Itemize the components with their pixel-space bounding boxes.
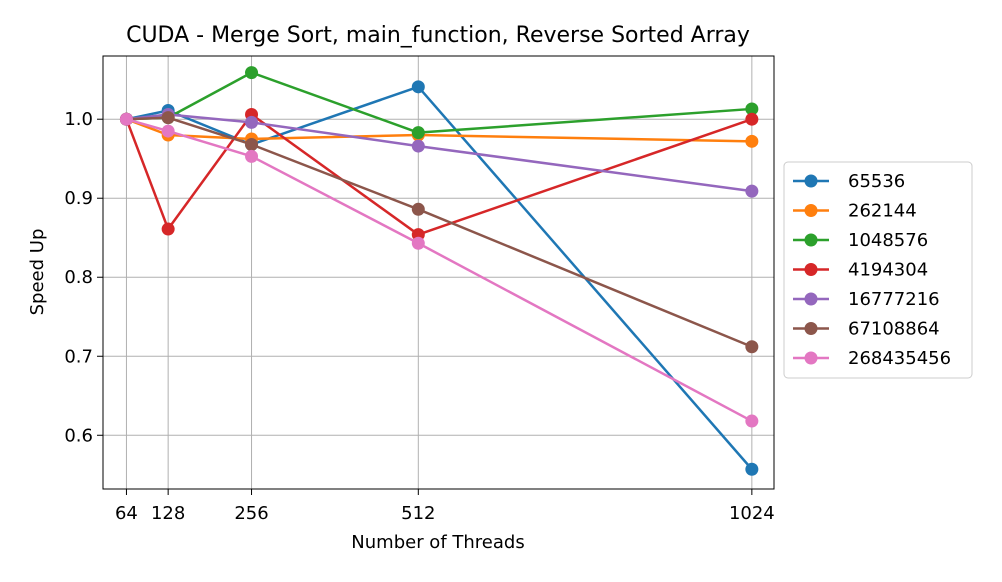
legend-marker [804, 233, 818, 247]
legend-marker [804, 292, 818, 306]
legend-entry: 4194304 [793, 260, 928, 281]
data-point [745, 414, 759, 428]
x-tick-label: 1024 [729, 503, 775, 524]
data-point [245, 66, 259, 80]
series-lines [119, 66, 759, 476]
legend-marker [804, 263, 818, 276]
data-point [119, 112, 133, 126]
data-point [245, 137, 259, 151]
legend-entry: 262144 [793, 201, 917, 222]
plot-area-frame [102, 55, 775, 490]
y-tick-label: 0.6 [64, 425, 93, 446]
series-line [126, 118, 753, 423]
data-point [411, 139, 425, 153]
legend-label: 262144 [848, 201, 917, 222]
data-point [745, 462, 759, 476]
x-axis-label: Number of Threads [351, 532, 524, 553]
y-tick-label: 0.8 [64, 267, 93, 288]
legend-entry: 16777216 [793, 289, 940, 310]
x-tick-label: 256 [234, 503, 268, 524]
y-axis-label: Speed Up [27, 229, 48, 316]
data-point [745, 112, 759, 126]
legend-entry: 268435456 [793, 348, 951, 369]
series-1048576 [119, 66, 759, 140]
legend-entry: 65536 [793, 171, 905, 192]
legend-marker [804, 174, 818, 188]
x-tick-label: 128 [151, 503, 185, 524]
data-point [745, 184, 759, 198]
legend-marker [804, 351, 818, 365]
data-point [745, 134, 759, 148]
legend-label: 4194304 [848, 260, 928, 281]
y-axis-ticks: 0.6 0.7 0.8 0.9 1.0 [64, 109, 103, 446]
legend-entry: 1048576 [793, 230, 928, 251]
data-point [161, 222, 175, 236]
legend-label: 67108864 [848, 319, 940, 340]
series-line [126, 85, 753, 471]
data-point [411, 80, 425, 94]
x-axis-ticks: 64 128 256 512 1024 [115, 489, 775, 524]
data-point [411, 236, 425, 250]
legend-marker [804, 322, 818, 335]
data-point [411, 126, 425, 140]
y-tick-label: 0.7 [64, 346, 93, 367]
legend-label: 1048576 [848, 230, 928, 251]
data-point [411, 202, 425, 216]
series-4194304 [119, 107, 759, 242]
legend-label: 65536 [848, 171, 905, 192]
legend-marker [804, 204, 818, 217]
series-67108864 [119, 111, 759, 354]
data-point [161, 124, 175, 138]
data-point [245, 115, 259, 129]
chart-title: CUDA - Merge Sort, main_function, Revers… [126, 23, 750, 48]
x-tick-label: 512 [401, 503, 435, 524]
series-268435456 [119, 112, 759, 428]
series-line [126, 71, 752, 134]
legend-label: 268435456 [848, 348, 951, 369]
data-point [245, 149, 259, 163]
legend-box [783, 161, 973, 379]
legend-entry: 67108864 [793, 319, 940, 340]
grid [103, 56, 774, 489]
data-point [161, 111, 175, 125]
x-tick-label: 64 [115, 503, 138, 524]
legend: 65536 262144 1048576 4194304 16777216 6710886… [783, 161, 973, 379]
y-tick-label: 1.0 [64, 109, 93, 130]
legend-label: 16777216 [848, 289, 940, 310]
data-point [745, 102, 759, 116]
y-tick-label: 0.9 [64, 188, 93, 209]
data-point [745, 340, 759, 354]
series-16777216 [119, 107, 759, 198]
